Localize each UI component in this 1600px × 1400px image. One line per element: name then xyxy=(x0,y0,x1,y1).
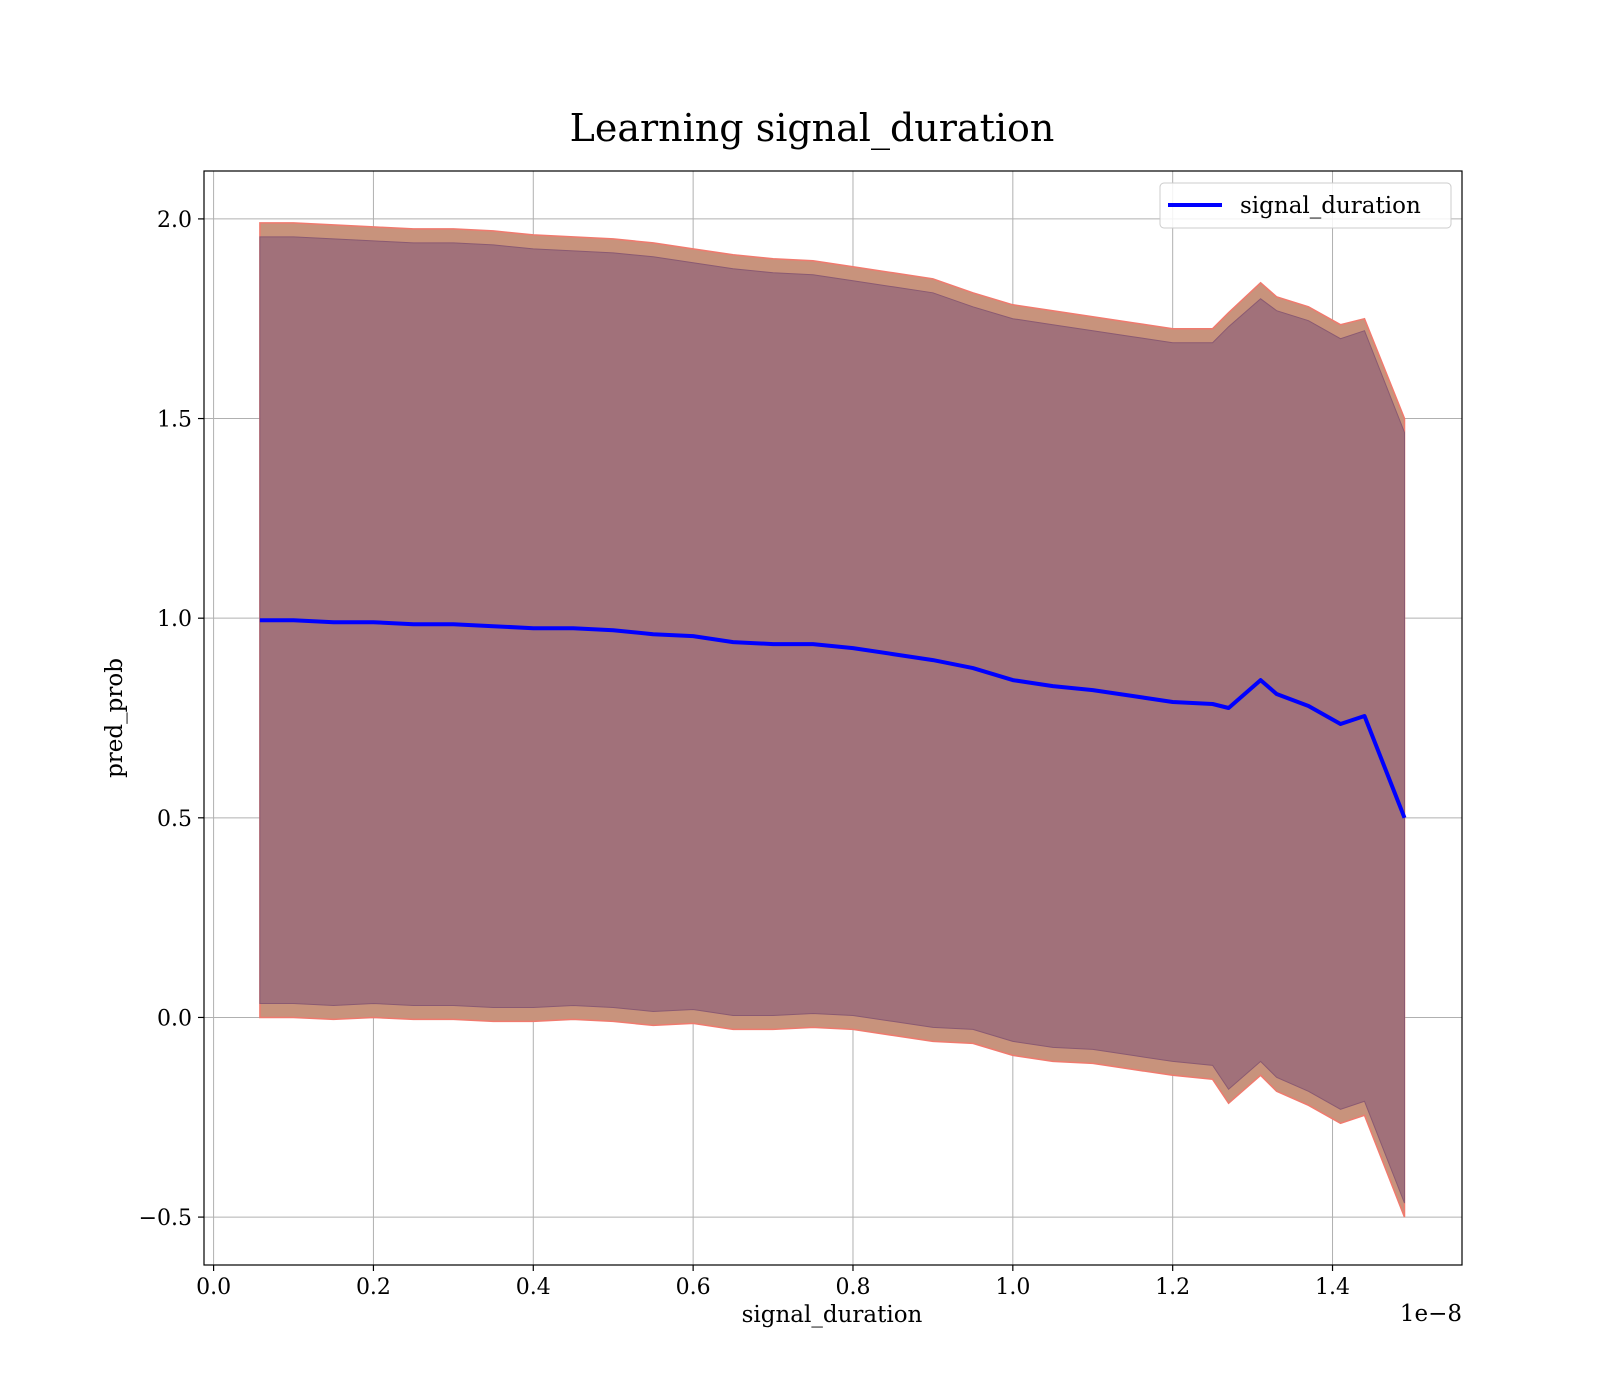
inner-confidence-band xyxy=(259,236,1405,1204)
x-tick-label: 0.6 xyxy=(676,1275,711,1300)
x-tick-label: 1.2 xyxy=(1155,1275,1190,1300)
y-tick-label: 1.5 xyxy=(157,408,192,433)
x-axis-offset-text: 1e−8 xyxy=(1400,1301,1462,1327)
x-tick-label: 0.8 xyxy=(835,1275,870,1300)
y-tick-label: 0.0 xyxy=(157,1006,192,1031)
x-axis-label: signal_duration xyxy=(742,1302,923,1328)
plot-frame xyxy=(203,170,1463,1266)
y-axis-label: pred_prob xyxy=(102,658,128,778)
x-axis-ticks: 0.0 0.2 0.4 0.6 0.8 1.0 1.2 1.4 xyxy=(196,1265,1350,1300)
y-axis-ticks: −0.5 0.0 0.5 1.0 1.5 2.0 xyxy=(139,208,204,1231)
y-tick-label: −0.5 xyxy=(139,1206,192,1231)
chart-title: Learning signal_duration xyxy=(570,106,1055,151)
x-tick-label: 1.0 xyxy=(995,1275,1030,1300)
x-tick-label: 0.0 xyxy=(196,1275,231,1300)
legend-label-signal-duration: signal_duration xyxy=(1240,193,1421,219)
series-line-signal-duration xyxy=(259,618,1407,819)
y-tick-label: 2.0 xyxy=(157,208,192,233)
series-lines xyxy=(259,618,1407,819)
x-tick-label: 0.4 xyxy=(516,1275,551,1300)
legend-box xyxy=(1159,182,1452,229)
bands xyxy=(259,222,1406,1218)
x-tick-label: 1.4 xyxy=(1315,1275,1350,1300)
y-tick-label: 1.0 xyxy=(157,607,192,632)
legend: signal_duration xyxy=(1159,182,1452,229)
y-tick-label: 0.5 xyxy=(157,807,192,832)
x-tick-label: 0.2 xyxy=(356,1275,391,1300)
